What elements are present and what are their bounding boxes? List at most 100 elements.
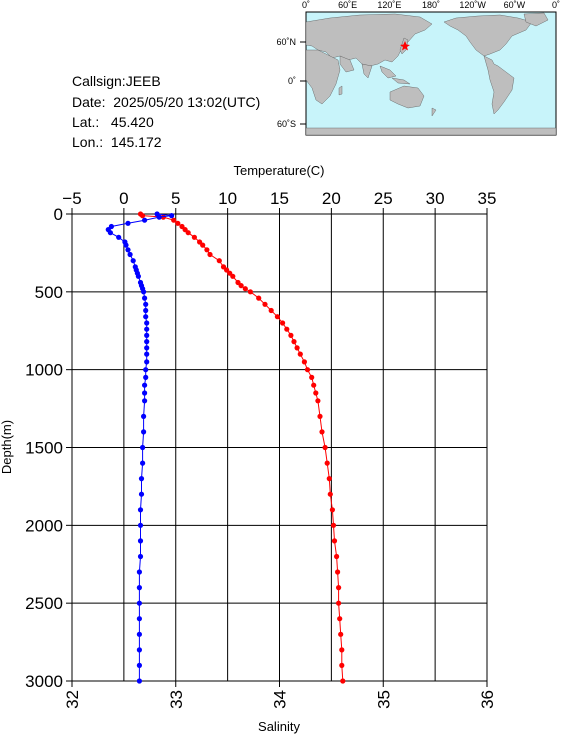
salinity-point [256, 295, 262, 301]
salinity-point [207, 251, 213, 258]
map-lon-label: 0˚ [552, 0, 560, 10]
salinity-axis-label: Salinity [258, 719, 300, 734]
temperature-point [143, 301, 149, 307]
temperature-point [123, 242, 129, 248]
salinity-point [326, 476, 332, 482]
map-lon-label: 180˚ [422, 0, 440, 10]
temperature-point [142, 390, 148, 396]
salinity-point [338, 631, 344, 637]
temperature-point [144, 359, 150, 365]
depth-tick-label: 2500 [25, 594, 63, 613]
salinity-point [294, 345, 300, 351]
temperature-point [135, 273, 141, 279]
salinity-point [335, 569, 341, 575]
temperature-tick-label: 0 [119, 189, 128, 208]
temperature-point [137, 522, 144, 528]
temperature-tick-label: 35 [478, 189, 497, 208]
temperature-point [136, 678, 142, 684]
salinity-point [313, 390, 319, 396]
salinity-point [330, 522, 337, 528]
salinity-point [309, 374, 315, 380]
temperature-point [138, 491, 145, 497]
salinity-point [339, 647, 345, 653]
temperature-point [137, 553, 144, 560]
salinity-point [268, 307, 274, 314]
salinity-point [175, 220, 181, 226]
map-lon-label: 0˚ [302, 0, 310, 10]
salinity-point [242, 286, 248, 292]
temperature-point [107, 230, 113, 236]
salinity-point [230, 273, 236, 279]
date-text: Date: 2025/05/20 13:02(UTC) [72, 94, 261, 110]
latitude-text: Lat.: 45.420 [72, 114, 154, 130]
salinity-point [337, 616, 343, 622]
temperature-point [140, 444, 146, 451]
salinity-point [329, 507, 335, 513]
salinity-point [291, 339, 297, 345]
temperature-point [144, 339, 150, 345]
temperature-point [141, 429, 147, 435]
temperature-point [156, 214, 162, 220]
salinity-point [288, 332, 294, 338]
temperature-point [142, 398, 148, 404]
salinity-point [336, 600, 342, 606]
depth-axis-label: Depth(m) [0, 420, 14, 474]
salinity-point [334, 553, 340, 560]
temperature-point [136, 600, 142, 606]
salinity-tick-label: 33 [167, 690, 186, 709]
salinity-point [336, 585, 342, 591]
salinity-point [311, 382, 317, 388]
temperature-tick-label: 25 [374, 189, 393, 208]
salinity-point [301, 359, 307, 365]
map-lat-label: 0˚ [288, 76, 296, 86]
temperature-point [136, 585, 142, 591]
temperature-point [142, 217, 148, 223]
grid-lines [71, 213, 488, 682]
location-map: 0˚ 60˚E 120˚E 180˚ 120˚W 60˚W 0˚ 60˚N 0˚ 60˚S [276, 0, 560, 136]
callsign-text: Callsign:JEEB [72, 73, 161, 89]
salinity-point [224, 267, 230, 273]
salinity-point [297, 351, 303, 357]
temperature-point [144, 332, 150, 338]
salinity-tick-label: 34 [271, 690, 290, 709]
depth-tick-label: 1500 [25, 439, 63, 458]
salinity-point [238, 283, 244, 289]
salinity-point [216, 258, 222, 264]
data-series [105, 211, 346, 684]
temperature-point [125, 247, 131, 253]
map-lat-label: 60˚N [276, 37, 296, 47]
salinity-point [317, 413, 323, 419]
depth-tick-label: 0 [54, 205, 63, 224]
temperature-point [143, 307, 149, 314]
temperature-point [138, 476, 145, 482]
temperature-point [144, 320, 150, 326]
temperature-point [144, 326, 150, 332]
map-lon-label: 120˚W [459, 0, 486, 10]
temperature-point [125, 220, 131, 226]
temperature-point [143, 374, 149, 380]
temperature-point [136, 569, 142, 575]
temperature-point [137, 538, 144, 544]
temperature-tick-label: 15 [270, 189, 289, 208]
temperature-point [142, 382, 148, 388]
temperature-point [116, 234, 122, 240]
temperature-tick-label: 20 [322, 189, 341, 208]
temperature-point [140, 460, 146, 466]
temperature-tick-label: 10 [218, 189, 237, 208]
salinity-tick-label: 32 [63, 690, 82, 709]
temperature-point [127, 251, 133, 258]
map-lon-label: 60˚W [504, 0, 526, 10]
temperature-point [136, 647, 142, 653]
depth-tick-label: 1000 [25, 361, 63, 380]
temperature-point [144, 351, 150, 357]
temperature-axis-label: Temperature(C) [233, 163, 324, 178]
map-lat-label: 60˚S [277, 119, 296, 129]
temperature-point [141, 289, 147, 295]
salinity-point [204, 247, 210, 253]
salinity-point [327, 491, 333, 497]
salinity-point [284, 326, 290, 332]
depth-tick-label: 500 [35, 283, 63, 302]
salinity-point [315, 398, 321, 404]
